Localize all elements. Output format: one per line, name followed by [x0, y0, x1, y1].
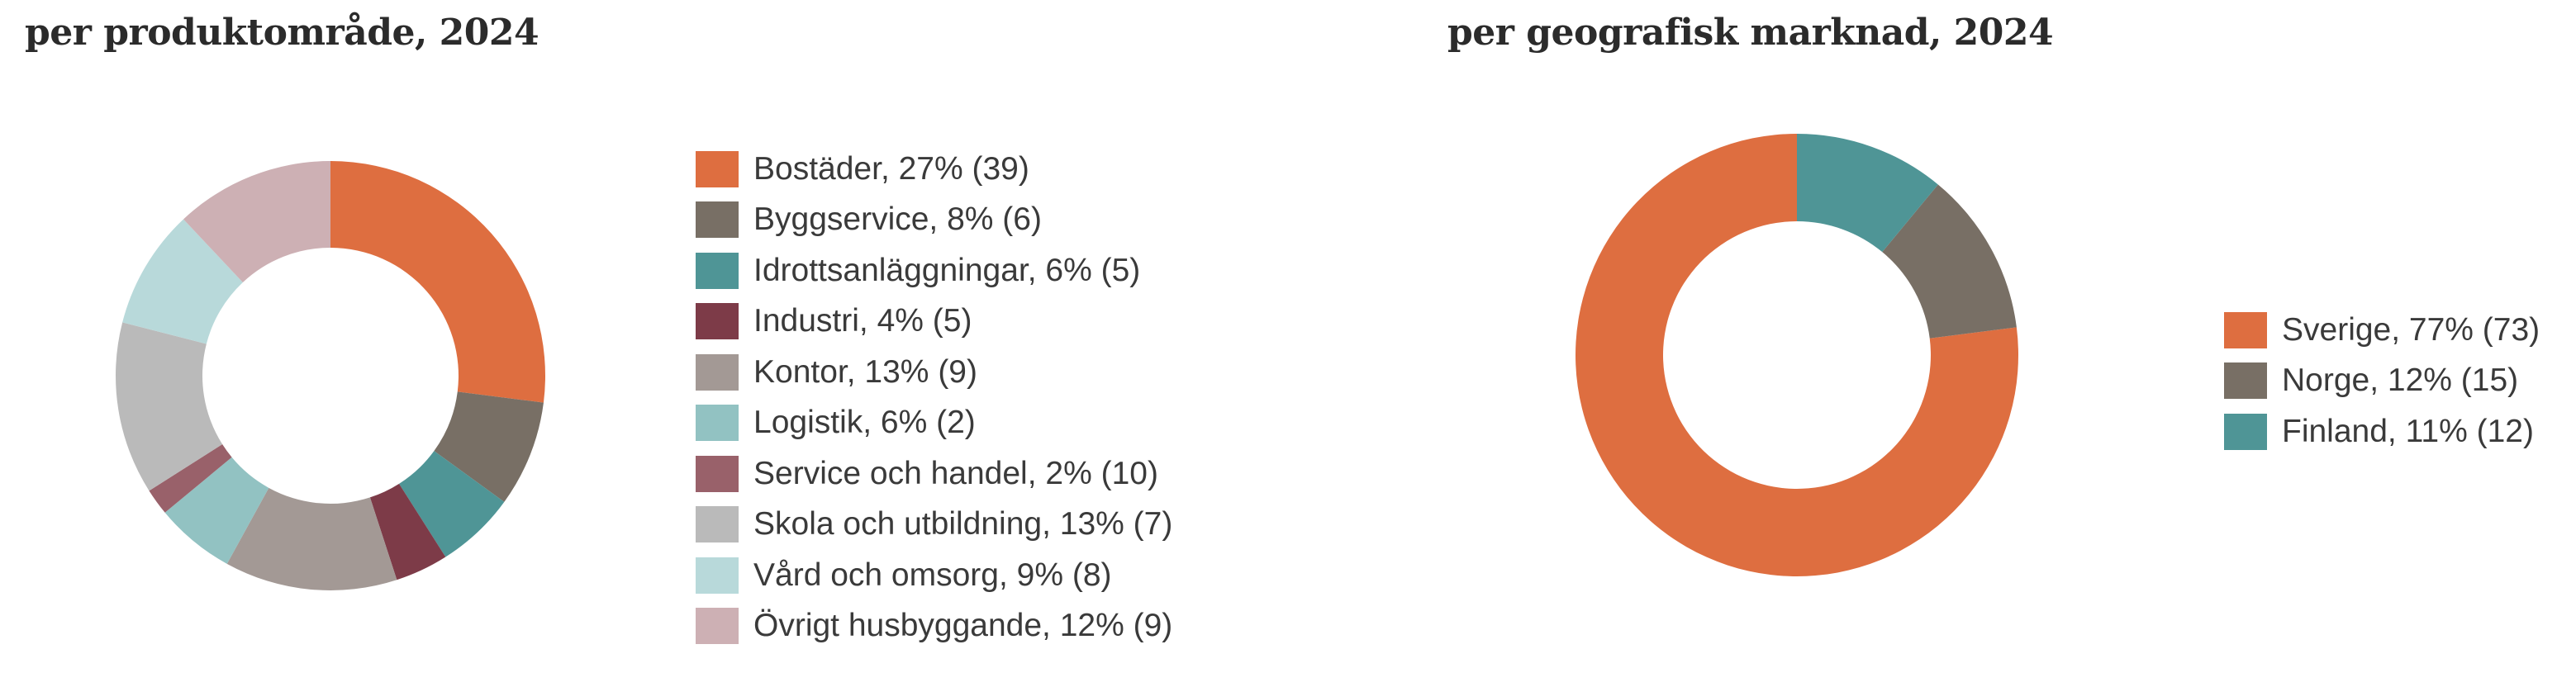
legend-swatch — [696, 608, 739, 645]
donut-slice-service-och-handel — [149, 444, 232, 513]
legend-label: Bostäder, 27% (39) — [753, 150, 1029, 187]
legend-swatch — [696, 455, 739, 492]
legend-label: Byggservice, 8% (6) — [753, 201, 1042, 238]
legend-swatch — [2224, 362, 2267, 400]
legend-label: Finland, 11% (12) — [2282, 413, 2534, 449]
legend-label: Norge, 12% (15) — [2282, 362, 2519, 399]
legend-label: Skola och utbildning, 13% (7) — [753, 506, 1173, 542]
legend-label: Övrigt husbyggande, 12% (9) — [753, 608, 1173, 644]
legend-item-ovrigt-husbyggande: Övrigt husbyggande, 12% (9) — [696, 601, 1172, 652]
chart-title-geographic-market: per geografisk marknad, 2024 — [1447, 12, 2054, 54]
legend-item-byggservice: Byggservice, 8% (6) — [696, 195, 1172, 246]
product-area-legend: Bostäder, 27% (39) Byggservice, 8% (6) Idr… — [696, 144, 1172, 651]
legend-swatch — [696, 557, 739, 594]
legend-swatch — [2224, 413, 2267, 450]
legend-item-norge: Norge, 12% (15) — [2224, 356, 2540, 407]
legend-swatch — [696, 506, 739, 543]
donut-slice-byggservice — [434, 391, 544, 502]
legend-item-logistik: Logistik, 6% (2) — [696, 398, 1172, 449]
legend-label: Vård och omsorg, 9% (8) — [753, 557, 1112, 593]
donut-slice-vard-och-omsorg — [122, 219, 243, 344]
legend-label: Kontor, 13% (9) — [753, 353, 977, 390]
donut-slice-logistik — [164, 457, 269, 564]
geographic-market-legend: Sverige, 77% (73) Norge, 12% (15) Finland,… — [2224, 305, 2540, 457]
donut-slice-skola-och-utbildning — [115, 322, 223, 491]
legend-swatch — [696, 303, 739, 340]
donut-slice-bostader — [330, 161, 545, 403]
donut-slice-sverige — [1576, 134, 2018, 577]
legend-item-kontor: Kontor, 13% (9) — [696, 347, 1172, 398]
donut-slice-kontor — [226, 487, 397, 590]
donut-slice-norge — [1882, 184, 2017, 339]
legend-swatch — [696, 150, 739, 187]
legend-item-service-och-handel: Service och handel, 2% (10) — [696, 448, 1172, 500]
donut-slice-finland — [1797, 134, 1938, 253]
legend-label: Service och handel, 2% (10) — [753, 455, 1158, 491]
donut-slice-ovrigt-husbyggande — [183, 161, 330, 283]
legend-label: Logistik, 6% (2) — [753, 405, 976, 441]
geographic-market-donut — [1576, 134, 2018, 577]
legend-label: Idrottsanläggningar, 6% (5) — [753, 252, 1141, 288]
legend-item-bostader: Bostäder, 27% (39) — [696, 144, 1172, 195]
product-area-donut — [115, 161, 545, 590]
legend-label: Industri, 4% (5) — [753, 303, 972, 339]
legend-item-finland: Finland, 11% (12) — [2224, 406, 2540, 457]
legend-swatch — [696, 201, 739, 239]
legend-swatch — [696, 353, 739, 391]
legend-item-skola-och-utbildning: Skola och utbildning, 13% (7) — [696, 500, 1172, 551]
donut-slice-industri — [369, 483, 446, 580]
legend-item-industri: Industri, 4% (5) — [696, 296, 1172, 348]
legend-swatch — [696, 405, 739, 442]
legend-item-idrottsanlaggningar: Idrottsanläggningar, 6% (5) — [696, 245, 1172, 296]
legend-swatch — [696, 252, 739, 289]
legend-swatch — [2224, 311, 2267, 348]
legend-item-sverige: Sverige, 77% (73) — [2224, 305, 2540, 356]
donut-slice-idrottsanlaggningar — [399, 451, 505, 557]
legend-item-vard-och-omsorg: Vård och omsorg, 9% (8) — [696, 550, 1172, 601]
chart-title-product-area: per produktområde, 2024 — [25, 12, 539, 54]
legend-label: Sverige, 77% (73) — [2282, 311, 2540, 348]
